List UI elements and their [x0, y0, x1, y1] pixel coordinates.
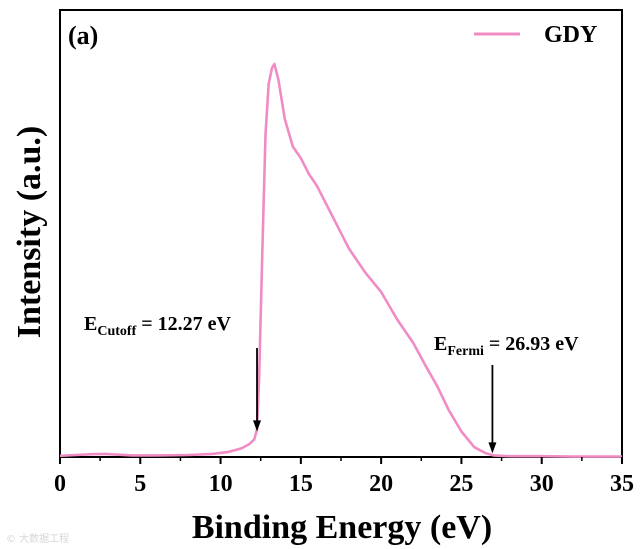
y-axis-label: Intensity (a.u.): [11, 126, 48, 339]
legend-label-gdy: GDY: [544, 22, 597, 48]
x-axis-ticks: 0 5 10 15 20 25 30 35: [54, 457, 634, 497]
x-tick-label: 20: [369, 471, 393, 497]
x-tick-label: 5: [134, 471, 146, 497]
annotation-cutoff-arrowhead: [253, 420, 262, 432]
annotation-cutoff: ECutoff = 12.27 eV: [84, 313, 262, 432]
annotation-fermi-main: E: [434, 333, 447, 355]
annotation-cutoff-value: = 12.27 eV: [136, 313, 231, 335]
annotation-fermi-value: = 26.93 eV: [484, 333, 579, 355]
watermark: © 大数据工程: [6, 534, 70, 545]
x-axis-label: Binding Energy (eV): [192, 509, 492, 546]
x-tick-label: 25: [449, 471, 473, 497]
x-tick-label: 15: [289, 471, 313, 497]
panel-label: (a): [68, 21, 98, 50]
annotation-fermi: EFermi = 26.93 eV: [434, 333, 579, 454]
series-line-gdy: [59, 62, 622, 458]
annotation-fermi-sub: Fermi: [447, 344, 484, 359]
annotation-fermi-arrowhead: [488, 442, 497, 454]
x-tick-label: 0: [54, 471, 66, 497]
annotation-cutoff-main: E: [84, 313, 97, 335]
x-tick-label: 10: [209, 471, 233, 497]
annotation-cutoff-sub: Cutoff: [97, 324, 136, 339]
legend: GDY: [474, 22, 597, 48]
x-tick-label: 30: [530, 471, 554, 497]
annotation-cutoff-label: ECutoff = 12.27 eV: [84, 313, 232, 339]
x-tick-label: 35: [610, 471, 634, 497]
annotation-fermi-label: EFermi = 26.93 eV: [434, 333, 579, 359]
